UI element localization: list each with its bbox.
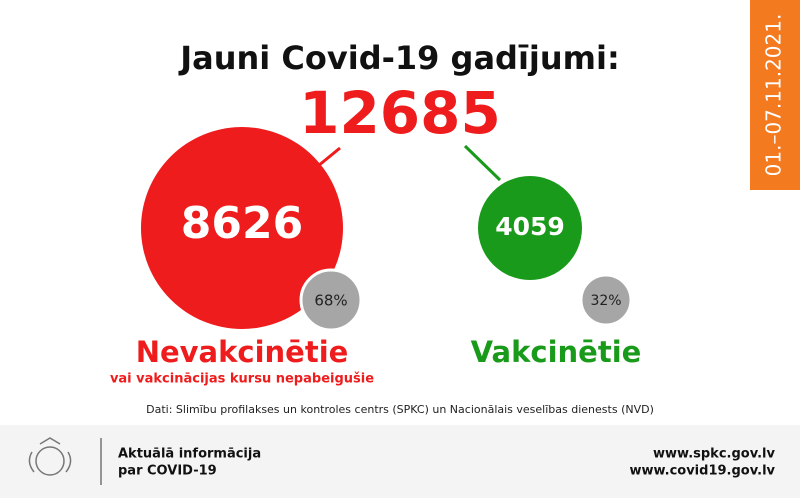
unvaccinated-sublabel: vai vakcinācijas kursu nepabeigušie: [110, 372, 374, 387]
vaccinated-circle: [478, 176, 582, 280]
vaccinated-percent: 32%: [590, 293, 621, 309]
source: Dati: Slimību profilakses un kontroles c…: [146, 403, 654, 416]
footer-link[interactable]: www.covid19.gov.lv: [629, 464, 775, 479]
footer-info: Aktuālā informācija: [118, 447, 261, 462]
footer: [0, 425, 800, 498]
unvaccinated-circle: [141, 127, 343, 329]
vaccinated-label: Vakcinētie: [471, 335, 642, 369]
footer-info: par COVID-19: [118, 464, 217, 479]
title: Jauni Covid-19 gadījumi:: [178, 39, 620, 77]
unvaccinated-percent: 68%: [314, 292, 347, 310]
percent-circle: [579, 273, 633, 327]
vaccinated-value: 4059: [495, 212, 565, 241]
total: 12685: [299, 79, 501, 147]
unvaccinated-label: Nevakcinētie: [136, 335, 349, 369]
connector: [463, 144, 502, 182]
unvaccinated-value: 8626: [181, 198, 303, 249]
emblem: [28, 437, 72, 476]
date-banner: [750, 0, 800, 190]
percent-circle: [299, 268, 363, 332]
footer-link[interactable]: www.spkc.gov.lv: [653, 447, 776, 462]
date: 01.–07.11.2021.: [762, 14, 786, 177]
connector: [317, 146, 341, 168]
